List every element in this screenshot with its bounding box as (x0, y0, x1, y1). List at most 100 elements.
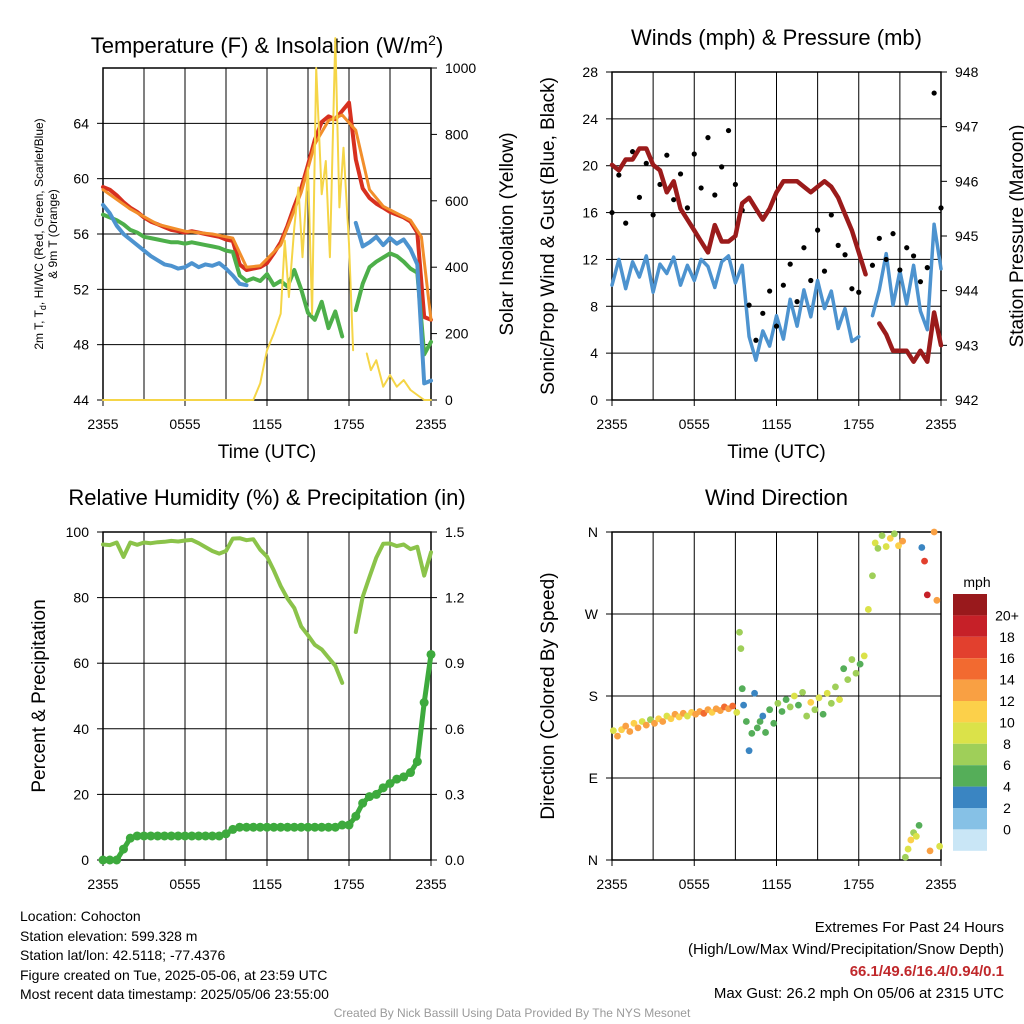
legend-label: 18 (999, 629, 1015, 645)
y-tick-label: 24 (582, 111, 598, 127)
wind-gust-point (924, 265, 930, 271)
precip-point (132, 831, 142, 841)
precip-point (371, 789, 381, 799)
y-tick-label: 60 (73, 171, 89, 187)
x-tick-label: 1755 (333, 876, 364, 892)
wind-direction-point (659, 718, 667, 725)
wind-gust-point (917, 279, 924, 285)
wind-gust-point (828, 212, 834, 218)
wind-direction-point (886, 534, 894, 542)
wind-direction-point (933, 596, 941, 604)
wind-direction-point (614, 732, 621, 740)
wind-direction-point (899, 537, 907, 545)
precip-point (255, 822, 265, 832)
x-tick-label: 1755 (333, 416, 364, 432)
precip-point (269, 822, 279, 832)
precip-point (310, 822, 320, 832)
y2-axis-label: Solar Insolation (Yellow) (497, 132, 518, 335)
wind-direction-point (930, 528, 938, 536)
y-axis-label: Sonic/Prop Wind & Gust (Blue, Black) (538, 77, 559, 395)
y-tick-label: 28 (582, 64, 598, 80)
x-tick-label: 0555 (169, 416, 200, 432)
wind-direction-point (803, 712, 811, 720)
wind-direction-point (915, 821, 923, 829)
precip-point (276, 822, 286, 832)
wind-direction-point (759, 712, 767, 720)
wind-direction-point (936, 842, 944, 850)
wind-gust-point (664, 152, 670, 158)
wind-direction-point (852, 669, 860, 677)
y2-tick-label: 944 (955, 283, 979, 299)
x-tick-label: 2355 (925, 416, 956, 432)
wind-direction-point (733, 709, 741, 716)
precip-point (187, 831, 197, 841)
legend-label: 4 (1003, 779, 1011, 795)
wind-direction-point (921, 557, 928, 565)
wind-gust-point (677, 171, 684, 177)
legend-swatch (953, 594, 987, 616)
wind-gust-point (890, 231, 896, 237)
wind-gust-point (671, 197, 677, 203)
legend-swatch (953, 829, 987, 851)
precip-point (146, 831, 156, 841)
legend-label: 14 (999, 672, 1015, 688)
wind-gust-point (719, 164, 725, 170)
wind-direction-point (819, 710, 827, 718)
wind-gust-point (698, 185, 704, 191)
y-axis-label: Percent & Precipitation (29, 599, 50, 792)
y2-tick-label: 947 (955, 119, 979, 135)
chart-title: Relative Humidity (%) & Precipitation (i… (68, 485, 465, 510)
legend-label: 16 (999, 650, 1015, 666)
wind-direction-point (807, 698, 815, 706)
legend-label: 2 (1003, 800, 1011, 816)
precip-point (160, 831, 169, 841)
extremes-values: 66.1/49.6/16.4/0.94/0.1 (849, 963, 1004, 980)
wind-gust-point (835, 242, 841, 248)
y2-tick-label: 1.2 (445, 590, 465, 606)
wind-direction-point (667, 715, 675, 723)
figure-created: Figure created on Tue, 2025-05-06, at 23… (20, 966, 328, 983)
wind-direction-point (737, 645, 745, 653)
y-tick-label: N (588, 524, 598, 540)
wind-speed-line (610, 222, 943, 362)
precip-point (399, 772, 409, 782)
legend-swatch (953, 808, 987, 830)
wind-direction-point (740, 701, 747, 709)
precip-point (378, 783, 388, 793)
wind-gust-point (794, 299, 800, 305)
wind-direction-point (907, 836, 915, 844)
wind-gust-point (657, 181, 663, 188)
precip-point (337, 820, 347, 830)
legend-label: 20+ (995, 607, 1019, 623)
x-tick-label: 2355 (596, 876, 627, 892)
wind-direction-point (753, 724, 761, 732)
y-tick-label: 56 (73, 226, 89, 242)
wind-direction-point (742, 718, 750, 725)
precip-point (98, 855, 108, 865)
legend-swatch (953, 722, 987, 744)
precip-point (303, 822, 313, 832)
precip-point (119, 844, 128, 854)
wind-gust-point (910, 253, 917, 259)
wind-gust-point (808, 277, 814, 284)
y2-tick-label: 943 (955, 337, 979, 353)
wind-gust-point (650, 212, 656, 218)
precip-point (344, 820, 354, 830)
station-location: Location: Cohocton (20, 908, 141, 924)
y2-tick-label: 800 (445, 126, 469, 142)
wind-direction-point (729, 702, 737, 710)
wind-direction-point (778, 708, 786, 715)
y2-tick-label: 600 (445, 193, 469, 209)
wind-direction-point (622, 722, 630, 730)
y2-tick-label: 0.3 (445, 786, 465, 802)
precip-point (228, 824, 238, 834)
wind-direction-point (836, 696, 843, 704)
precip-point (235, 822, 245, 832)
wind-direction-point (790, 692, 798, 700)
x-tick-label: 0555 (679, 876, 710, 892)
legend-swatch (953, 679, 987, 701)
wind-gust-point (815, 227, 821, 233)
legend-swatch (953, 615, 987, 637)
precip-point (201, 831, 210, 841)
wind-direction-point (799, 688, 806, 696)
